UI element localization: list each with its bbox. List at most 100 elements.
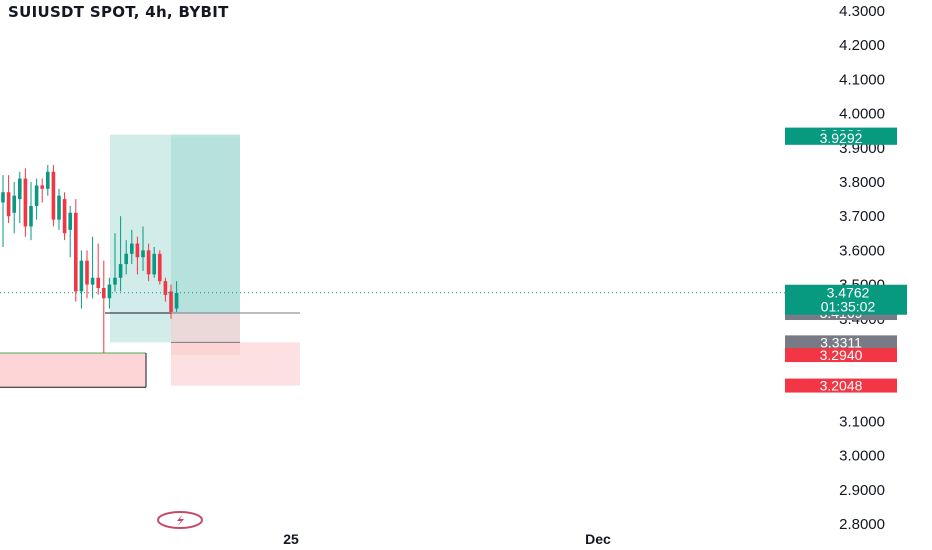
current-price-bg xyxy=(785,284,907,315)
price-tag: 3.2048 xyxy=(785,378,897,394)
price-axis[interactable]: 4.30004.20004.10004.00003.90003.80003.70… xyxy=(839,3,885,533)
candle xyxy=(1,175,5,247)
candle-body xyxy=(107,284,112,299)
position-zones xyxy=(0,134,300,388)
candle xyxy=(135,236,140,275)
candle xyxy=(29,182,33,241)
time-tick-label: Dec xyxy=(585,531,611,547)
price-tags: 3.93863.92923.41693.33113.29403.20483.47… xyxy=(785,127,907,394)
candle xyxy=(40,178,44,203)
candle-body xyxy=(96,277,100,289)
countdown-timer: 01:35:02 xyxy=(821,299,876,315)
price-tag-value: 3.2048 xyxy=(820,378,863,394)
candle-body xyxy=(51,171,56,220)
candle-body xyxy=(124,253,128,265)
candle-body xyxy=(79,260,84,292)
candle-body xyxy=(113,277,117,285)
candle-body xyxy=(34,185,39,206)
price-tick-label: 3.6000 xyxy=(839,242,885,259)
candle xyxy=(57,188,61,230)
candle xyxy=(79,250,84,309)
candle xyxy=(130,229,134,265)
candle xyxy=(68,205,72,258)
candle-body xyxy=(46,171,50,189)
candle-body xyxy=(6,192,11,217)
price-tag-bg xyxy=(785,130,897,145)
price-tag: 3.3311 xyxy=(785,334,897,350)
candle-body xyxy=(12,195,16,213)
candle-body xyxy=(135,243,140,258)
candle-body xyxy=(68,212,72,230)
candle xyxy=(152,246,156,278)
candle-body xyxy=(174,292,179,309)
price-tick-label: 4.0000 xyxy=(839,106,885,123)
price-tick-label: 3.8000 xyxy=(839,174,885,191)
replay-icon[interactable] xyxy=(157,511,203,529)
zone-loss xyxy=(171,313,240,356)
candle-body xyxy=(18,178,22,200)
candle-body xyxy=(74,212,78,292)
candle-body xyxy=(130,243,134,254)
candle xyxy=(146,243,151,282)
candle-body xyxy=(29,205,33,227)
price-tick-label: 3.0000 xyxy=(839,448,885,465)
price-tag-value: 3.9292 xyxy=(820,130,863,146)
candle-body xyxy=(102,288,106,299)
candle-body xyxy=(169,291,173,312)
time-tick-label: 25 xyxy=(283,531,299,547)
candle xyxy=(12,182,16,234)
candle xyxy=(96,243,100,295)
price-tick-label: 2.9000 xyxy=(839,482,885,499)
chart-title: SUIUSDT SPOT, 4h, BYBIT xyxy=(8,3,229,21)
price-tag: 3.9292 xyxy=(785,130,897,146)
candle-body xyxy=(152,253,156,275)
candle-body xyxy=(85,260,89,285)
price-tick-label: 4.2000 xyxy=(839,37,885,54)
candle-body xyxy=(163,281,168,295)
price-tag-value: 3.3311 xyxy=(820,334,862,350)
candle xyxy=(174,281,179,312)
candle xyxy=(169,284,173,319)
candle xyxy=(163,277,168,302)
candle xyxy=(113,233,117,292)
candle-body xyxy=(62,199,67,234)
zone-support xyxy=(0,353,146,388)
current-price-value: 3.4762 xyxy=(827,285,870,301)
candle-body xyxy=(158,253,162,282)
candle xyxy=(107,277,112,309)
price-tick-label: 4.3000 xyxy=(839,3,885,20)
price-tick-label: 3.1000 xyxy=(839,413,885,430)
candle xyxy=(46,164,50,196)
price-tag: 3.2940 xyxy=(785,347,897,363)
candle xyxy=(158,250,162,285)
price-tick-label: 2.8000 xyxy=(839,516,885,533)
price-tick-label: 4.1000 xyxy=(839,71,885,88)
candle xyxy=(62,192,67,241)
price-tag-bg xyxy=(785,335,897,350)
candle-body xyxy=(141,250,145,258)
candle-body xyxy=(57,195,61,220)
price-tag-bg xyxy=(785,378,897,393)
price-tick-label: 3.7000 xyxy=(839,208,885,225)
candle-body xyxy=(118,264,123,278)
candle xyxy=(124,240,128,275)
time-axis[interactable]: 25 Dec xyxy=(283,531,611,547)
candle xyxy=(141,226,145,271)
candle-body xyxy=(1,192,5,203)
candle xyxy=(51,164,56,227)
candle xyxy=(18,171,22,224)
candle xyxy=(102,260,106,353)
candle-body xyxy=(146,250,151,275)
candle xyxy=(118,216,123,292)
price-tag-value: 3.2940 xyxy=(820,347,863,363)
candle xyxy=(85,250,89,299)
candle xyxy=(6,175,11,224)
zone-profit xyxy=(171,134,240,314)
candles xyxy=(1,164,179,353)
candle xyxy=(90,236,95,299)
candle xyxy=(74,199,78,302)
candle-body xyxy=(90,277,95,285)
candle-body xyxy=(23,178,28,227)
